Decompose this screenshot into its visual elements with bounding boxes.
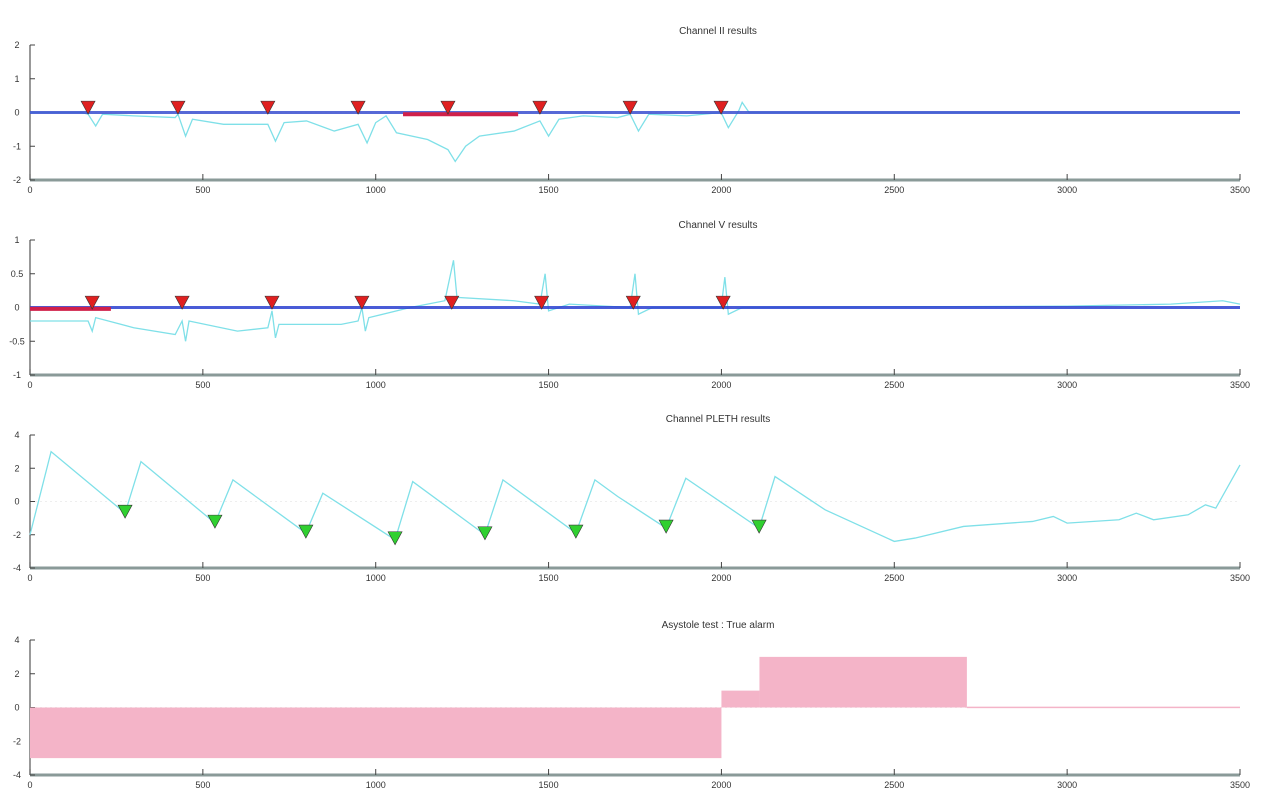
- x-tick-label: 3500: [1230, 780, 1250, 790]
- x-tick-label: 2000: [711, 185, 731, 195]
- marker: [207, 514, 223, 529]
- marker: [440, 100, 456, 115]
- subplot-1: Channel II results 0 500 1000 1500 2000 2500 30…: [13, 26, 1250, 195]
- marker: [658, 519, 674, 534]
- x-tick-label: 0: [27, 185, 32, 195]
- x-tick-label: 2500: [884, 380, 904, 390]
- marker: [260, 100, 276, 115]
- x-tick-label: 500: [195, 380, 210, 390]
- marker: [534, 295, 550, 310]
- subplot-2: Channel V results 0 500 1000 1500 2000 2500 300…: [9, 220, 1250, 390]
- bar: [721, 690, 760, 708]
- x-tick-label: 1000: [366, 185, 386, 195]
- x-tick-label: 3000: [1057, 380, 1077, 390]
- y-tick-label: 0: [14, 303, 19, 313]
- chart-title: Channel II results: [679, 26, 757, 37]
- y-tick-label: -2: [13, 736, 21, 746]
- marker: [715, 295, 731, 310]
- x-tick-label: 0: [27, 380, 32, 390]
- bar: [966, 706, 1240, 709]
- marker: [80, 100, 96, 115]
- y-tick-label: 0: [14, 703, 19, 713]
- marker: [622, 100, 638, 115]
- subplot-3: Channel PLETH results 0 500 1000 1500 2000 250…: [13, 414, 1250, 583]
- x-tick-label: 1000: [366, 780, 386, 790]
- x-tick-label: 0: [27, 780, 32, 790]
- marker: [298, 524, 314, 539]
- x-tick-label: 0: [27, 573, 32, 583]
- marker: [477, 526, 493, 541]
- y-tick-label: -1: [13, 370, 21, 380]
- y-tick-label: -0.5: [9, 336, 25, 346]
- x-tick-label: 500: [195, 780, 210, 790]
- x-tick-label: 2000: [711, 380, 731, 390]
- marker: [532, 100, 548, 115]
- marker: [174, 295, 190, 310]
- chart-title: Channel V results: [679, 220, 758, 231]
- y-tick-label: 1: [14, 74, 19, 84]
- y-tick-label: 2: [14, 669, 19, 679]
- marker: [625, 295, 641, 310]
- y-tick-label: 2: [14, 40, 19, 50]
- marker: [84, 295, 100, 310]
- marker: [264, 295, 280, 310]
- x-tick-label: 3500: [1230, 185, 1250, 195]
- marker: [751, 519, 767, 534]
- bar: [759, 656, 967, 708]
- x-tick-label: 3500: [1230, 380, 1250, 390]
- marker: [568, 524, 584, 539]
- x-tick-label: 3000: [1057, 780, 1077, 790]
- series-signal: [29, 450, 1241, 543]
- y-tick-label: -2: [13, 175, 21, 185]
- x-tick-label: 1000: [366, 573, 386, 583]
- x-tick-label: 2500: [884, 573, 904, 583]
- y-tick-label: 2: [14, 463, 19, 473]
- x-tick-label: 1500: [539, 780, 559, 790]
- y-tick-label: 0: [14, 497, 19, 507]
- chart-title: Channel PLETH results: [666, 414, 771, 425]
- marker: [354, 295, 370, 310]
- y-tick-label: 0.5: [11, 269, 24, 279]
- bar: [30, 707, 722, 759]
- y-tick-label: 1: [14, 235, 19, 245]
- x-tick-label: 1500: [539, 380, 559, 390]
- x-tick-label: 2500: [884, 780, 904, 790]
- marker: [170, 100, 186, 115]
- y-tick-label: 4: [14, 430, 19, 440]
- x-tick-label: 3500: [1230, 573, 1250, 583]
- y-tick-label: 4: [14, 635, 19, 645]
- y-tick-label: -4: [13, 563, 21, 573]
- x-tick-label: 2000: [711, 573, 731, 583]
- chart-title: Asystole test : True alarm: [662, 620, 775, 631]
- y-tick-label: -2: [13, 530, 21, 540]
- x-tick-label: 3000: [1057, 573, 1077, 583]
- series-signal: [30, 101, 1240, 163]
- y-tick-label: -1: [13, 141, 21, 151]
- x-tick-label: 2000: [711, 780, 731, 790]
- x-tick-label: 1000: [366, 380, 386, 390]
- x-tick-label: 1500: [539, 573, 559, 583]
- marker: [350, 100, 366, 115]
- x-tick-label: 500: [195, 185, 210, 195]
- x-tick-label: 2500: [884, 185, 904, 195]
- x-tick-label: 1500: [539, 185, 559, 195]
- marker: [713, 100, 729, 115]
- x-tick-label: 500: [195, 573, 210, 583]
- marker: [444, 295, 460, 310]
- series-signal: [30, 260, 1241, 342]
- x-tick-label: 3000: [1057, 185, 1077, 195]
- marker: [387, 531, 403, 546]
- marker: [117, 504, 133, 519]
- y-tick-label: 0: [14, 108, 19, 118]
- y-tick-label: -4: [13, 770, 21, 780]
